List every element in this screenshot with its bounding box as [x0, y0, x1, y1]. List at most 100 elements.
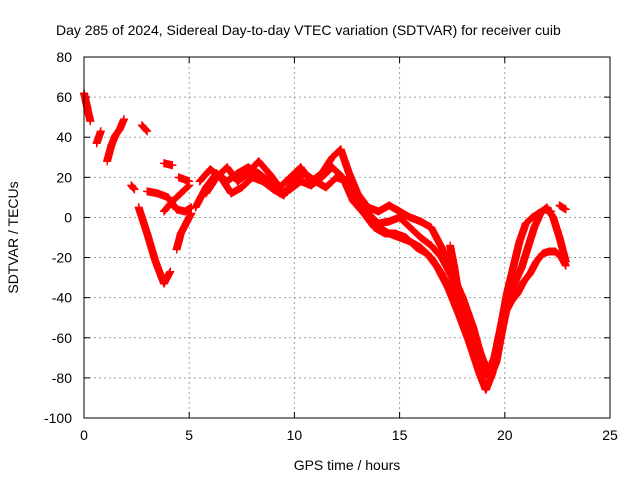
x-tick-label: 20 [497, 427, 513, 443]
data-point [427, 241, 436, 250]
y-tick-label: 60 [56, 89, 72, 105]
data-point [353, 201, 362, 210]
data-point [183, 217, 192, 226]
data-point [385, 201, 394, 210]
data-point [187, 209, 196, 218]
series-sat-e [127, 181, 139, 194]
data-point [321, 183, 330, 192]
data-point [538, 249, 547, 258]
y-axis-label: SDTVAR / TECUs [5, 181, 21, 293]
data-point [534, 209, 543, 218]
data-point [547, 207, 556, 216]
data-point [540, 205, 549, 214]
data-point [275, 183, 284, 192]
data-point [427, 223, 436, 232]
data-point [496, 323, 505, 332]
data-point [286, 173, 295, 182]
data-point [107, 141, 116, 150]
y-tick-label: 40 [56, 129, 72, 145]
data-point [561, 205, 570, 214]
data-point [481, 385, 490, 394]
data-point [143, 187, 152, 196]
data-point [166, 267, 175, 276]
series-sat-n [202, 145, 556, 378]
y-tick-label: -20 [52, 250, 72, 266]
data-point [164, 193, 173, 202]
y-tick-label: 0 [64, 209, 72, 225]
data-point [176, 229, 185, 238]
data-point [406, 237, 415, 246]
data-point [227, 189, 236, 198]
series-sat-p [446, 241, 482, 362]
data-point [233, 177, 242, 186]
data-point [130, 185, 139, 194]
data-point [473, 353, 482, 362]
data-point [137, 121, 146, 130]
data-point [395, 233, 404, 242]
data-point [526, 269, 535, 278]
data-point [490, 353, 499, 362]
data-point [296, 163, 305, 172]
data-point [502, 289, 511, 298]
data-point [248, 173, 257, 182]
y-tick-label: 80 [56, 49, 72, 65]
data-point [279, 191, 288, 200]
data-point [479, 373, 488, 382]
data-point [454, 289, 463, 298]
data-point [532, 257, 541, 266]
x-tick-label: 15 [392, 427, 408, 443]
x-tick-label: 5 [185, 427, 193, 443]
series-sat-f [134, 203, 175, 288]
data-point [551, 247, 560, 256]
data-point [450, 263, 459, 272]
data-point [406, 223, 415, 232]
series-sat-h [172, 209, 196, 254]
y-tick-label: -100 [44, 410, 72, 426]
data-point [269, 185, 278, 194]
data-point [427, 253, 436, 262]
x-axis-label: GPS time / hours [294, 457, 401, 473]
data-point [172, 205, 181, 214]
data-point [523, 243, 532, 252]
series-sat-q [555, 201, 570, 214]
data-point [549, 213, 558, 222]
data-point [460, 313, 469, 322]
data-point [528, 213, 537, 222]
chart-title: Day 285 of 2024, Sidereal Day-to-day VTE… [56, 22, 561, 38]
data-point [437, 243, 446, 252]
data-point [265, 169, 274, 178]
data-point [176, 189, 185, 198]
y-tick-label: 20 [56, 169, 72, 185]
x-tick-label: 25 [602, 427, 618, 443]
data-point [517, 263, 526, 272]
data-point [475, 363, 484, 372]
data-point [555, 201, 564, 210]
data-point [437, 269, 446, 278]
series-sat-b [92, 127, 105, 148]
data-point [172, 245, 181, 254]
data-point [519, 277, 528, 286]
data-point [96, 127, 105, 136]
data-point [92, 139, 101, 148]
data-point [385, 229, 394, 238]
y-tick-label: -40 [52, 290, 72, 306]
data-point [395, 207, 404, 216]
series-sat-d [137, 121, 152, 136]
data-point [127, 181, 136, 190]
y-tick-label: -60 [52, 330, 72, 346]
data-point [86, 117, 95, 126]
data-point [143, 127, 152, 136]
data-point [555, 233, 564, 242]
data-point [168, 197, 177, 206]
data-point [134, 203, 143, 212]
plot-frame [83, 56, 611, 419]
data-point [385, 217, 394, 226]
data-point [416, 243, 425, 252]
data-point [374, 207, 383, 216]
data-point [212, 173, 221, 182]
data-point [159, 159, 168, 168]
data-point [513, 289, 522, 298]
data-layer [80, 89, 570, 394]
data-point [244, 169, 253, 178]
series-sat-g [143, 187, 196, 216]
